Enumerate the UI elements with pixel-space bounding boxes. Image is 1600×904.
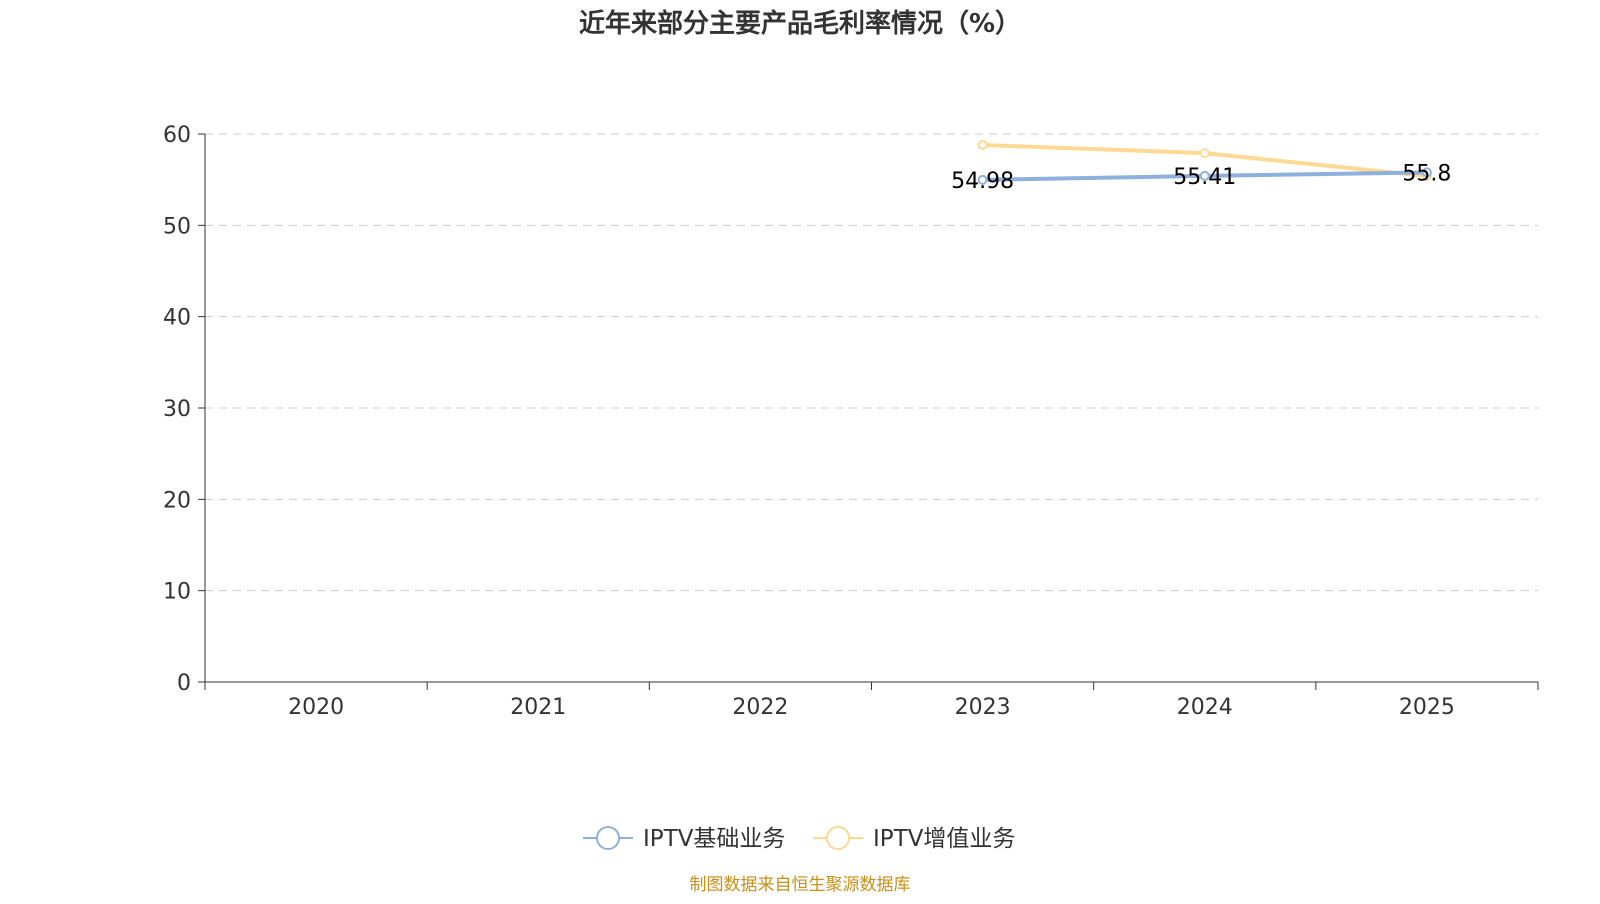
x-tick-label: 2021 xyxy=(510,695,566,720)
data-label: 55.41 xyxy=(1173,165,1236,190)
y-tick-label: 60 xyxy=(163,123,191,148)
x-tick-label: 2023 xyxy=(955,695,1011,720)
x-tick-label: 2020 xyxy=(288,695,344,720)
x-tick-label: 2022 xyxy=(732,695,788,720)
source-note: 制图数据来自恒生聚源数据库 xyxy=(690,875,911,895)
data-point xyxy=(977,174,988,185)
legend-marker-icon xyxy=(596,826,620,850)
y-tick-label: 40 xyxy=(163,306,191,331)
data-point xyxy=(977,139,988,150)
y-tick-label: 0 xyxy=(177,671,191,696)
x-tick-label: 2025 xyxy=(1399,695,1455,720)
data-label: 55.8 xyxy=(1402,161,1451,186)
data-label: 54.98 xyxy=(951,169,1014,194)
y-tick-label: 30 xyxy=(163,397,191,422)
y-tick-label: 20 xyxy=(163,488,191,513)
y-tick-label: 10 xyxy=(163,580,191,605)
legend-label[interactable]: IPTV基础业务 xyxy=(643,826,785,852)
data-point xyxy=(1199,170,1210,181)
y-tick-label: 50 xyxy=(163,214,191,239)
legend-label[interactable]: IPTV增值业务 xyxy=(873,826,1015,852)
legend-marker-icon xyxy=(826,826,850,850)
data-point xyxy=(1421,167,1432,178)
data-point xyxy=(1199,148,1210,159)
chart-title: 近年来部分主要产品毛利率情况（%） xyxy=(579,8,1021,39)
x-tick-label: 2024 xyxy=(1177,695,1233,720)
